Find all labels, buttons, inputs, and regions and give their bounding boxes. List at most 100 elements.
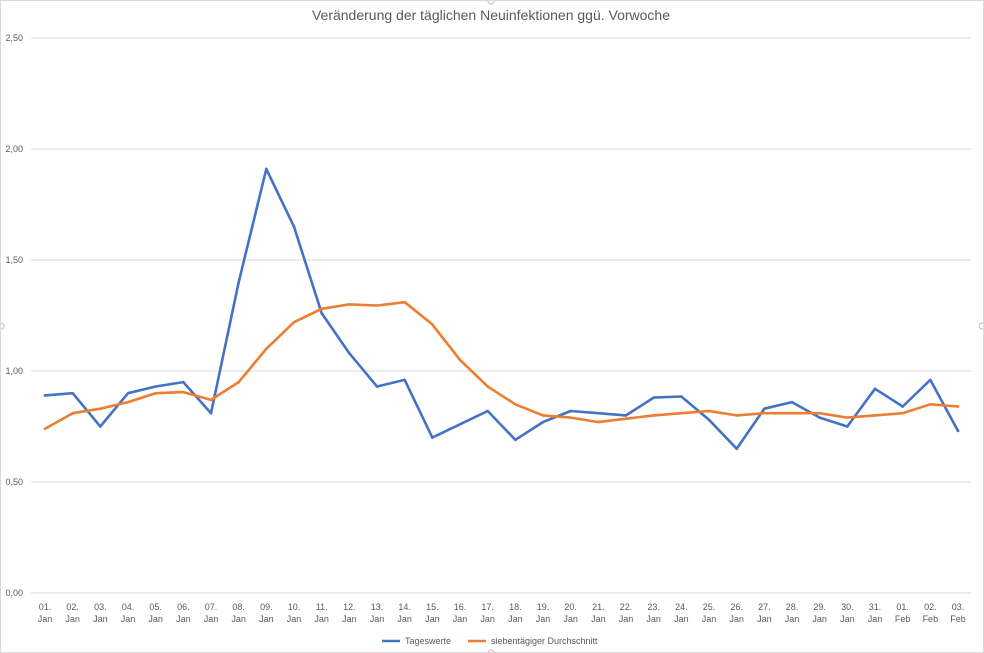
data-point — [237, 280, 240, 284]
x-tick-label: 28. Jan — [785, 602, 800, 624]
x-tick-label: 20. Jan — [563, 602, 578, 624]
x-tick-label: 14. Jan — [397, 602, 412, 624]
x-tick-label: 03. Jan — [93, 602, 108, 624]
resize-handle-bottom[interactable] — [487, 649, 495, 652]
series-line-durchschnitt[interactable] — [43, 300, 960, 431]
data-point — [265, 347, 268, 351]
data-point — [154, 391, 157, 395]
data-point — [541, 414, 545, 417]
x-tick-label: 16. Jan — [453, 602, 468, 624]
resize-handle-left[interactable] — [1, 322, 5, 330]
data-point — [901, 405, 904, 408]
data-point — [209, 398, 213, 402]
data-point — [514, 403, 517, 406]
x-tick-label: 26. Jan — [729, 602, 744, 624]
y-tick-label: 0,50 — [5, 477, 23, 487]
data-point — [763, 407, 766, 411]
data-point — [375, 304, 379, 307]
data-point — [71, 411, 74, 415]
x-tick-label: 03. Feb — [950, 602, 966, 624]
data-point — [486, 385, 489, 388]
data-point — [458, 422, 462, 426]
y-tick-label: 2,00 — [5, 144, 23, 154]
x-tick-label: 01. Jan — [38, 602, 53, 624]
data-point — [735, 447, 738, 451]
y-tick-label: 1,00 — [5, 366, 23, 376]
x-tick-label: 13. Jan — [370, 602, 385, 624]
data-point — [569, 416, 572, 419]
legend: Tageswerte siebentägiger Durchschnitt — [382, 636, 598, 646]
data-point — [569, 409, 572, 413]
x-tick-label: 24. Jan — [674, 602, 689, 624]
x-tick-label: 18. Jan — [508, 602, 523, 624]
y-axis-ticks: 0,00 0,50 1,00 1,50 2,00 2,50 — [5, 33, 23, 598]
x-tick-label: 19. Jan — [536, 602, 551, 624]
data-point — [43, 427, 47, 431]
data-point — [348, 303, 351, 306]
data-point — [403, 300, 406, 304]
y-tick-label: 0,00 — [5, 588, 23, 598]
legend-label: Tageswerte — [405, 636, 451, 646]
resize-handle-top[interactable] — [487, 1, 495, 5]
x-tick-label: 08. Jan — [231, 602, 246, 624]
data-point — [707, 409, 711, 413]
series-line-tageswerte[interactable] — [43, 167, 960, 451]
data-point — [265, 167, 268, 171]
data-point — [292, 320, 296, 324]
data-point — [486, 409, 489, 413]
data-point — [956, 405, 960, 408]
data-point — [597, 420, 600, 424]
data-point — [818, 411, 821, 415]
data-point — [652, 396, 655, 399]
x-tick-label: 07. Jan — [204, 602, 219, 624]
chart-title: Veränderung der täglichen Neuinfektionen… — [312, 7, 670, 23]
data-point — [126, 400, 130, 404]
data-point — [182, 380, 185, 384]
data-point — [431, 323, 434, 326]
data-point — [680, 395, 683, 398]
gridlines — [31, 37, 971, 594]
data-point — [514, 438, 517, 442]
x-tick-label: 23. Jan — [646, 602, 661, 624]
x-tick-label: 06. Jan — [176, 602, 191, 624]
y-tick-label: 1,50 — [5, 255, 23, 265]
data-point — [901, 411, 904, 415]
data-point — [735, 414, 738, 417]
data-point — [818, 416, 821, 419]
data-point — [929, 403, 932, 406]
x-tick-label: 02. Feb — [923, 602, 939, 624]
x-tick-label: 22. Jan — [619, 602, 634, 624]
x-tick-label: 25. Jan — [702, 602, 717, 624]
data-point — [873, 387, 877, 391]
x-tick-label: 05. Jan — [148, 602, 163, 624]
data-point — [403, 378, 406, 382]
x-tick-label: 04. Jan — [121, 602, 136, 624]
data-point — [43, 394, 47, 397]
data-point — [846, 416, 849, 419]
data-point — [375, 385, 379, 388]
data-point — [624, 414, 628, 417]
x-tick-label: 27. Jan — [757, 602, 772, 624]
data-point — [237, 380, 240, 384]
resize-handle-right[interactable] — [978, 322, 983, 330]
data-point — [154, 385, 157, 388]
x-tick-label: 29. Jan — [812, 602, 827, 624]
data-point — [707, 418, 711, 422]
data-point — [320, 311, 323, 315]
x-tick-label: 21. Jan — [591, 602, 606, 624]
legend-label: siebentägiger Durchschnitt — [491, 636, 598, 646]
series-lines — [43, 167, 960, 451]
x-tick-label: 09. Jan — [259, 602, 274, 624]
data-point — [99, 425, 102, 428]
y-tick-label: 2,50 — [5, 33, 23, 43]
data-point — [680, 411, 683, 415]
x-tick-label: 31. Jan — [868, 602, 883, 624]
data-point — [320, 307, 323, 311]
data-point — [458, 358, 462, 362]
x-tick-label: 11. Jan — [314, 602, 329, 624]
x-tick-label: 01. Feb — [895, 602, 911, 624]
data-point — [790, 411, 794, 415]
data-point — [292, 225, 296, 228]
data-point — [209, 411, 213, 415]
